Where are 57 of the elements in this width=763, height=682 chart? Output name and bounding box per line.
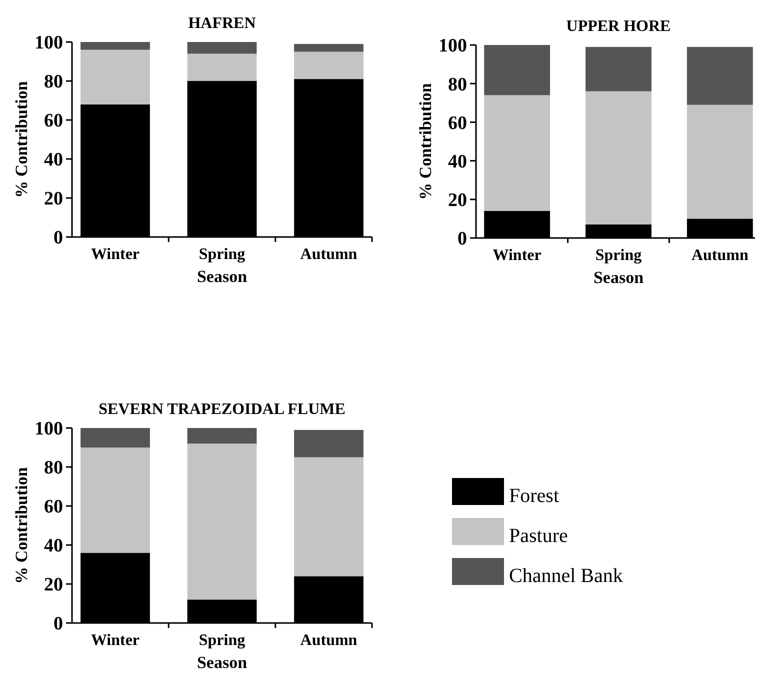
bar (80, 448, 150, 553)
bar (80, 42, 150, 50)
legend-label: Forest (509, 485, 560, 507)
bar (80, 50, 150, 104)
y-tick-label: 0 (458, 228, 467, 250)
x-tick-label: Autumn (300, 246, 358, 263)
chart-title: HAFREN (188, 15, 256, 32)
y-tick-label: 40 (448, 151, 467, 172)
bar (484, 45, 550, 96)
bar (586, 46, 652, 92)
bar (294, 44, 364, 52)
bar (294, 457, 364, 576)
x-tick-label: Autumn (691, 247, 748, 264)
bar (294, 52, 364, 80)
bar (187, 42, 257, 54)
y-tick-label: 60 (448, 112, 467, 134)
bar (80, 428, 150, 448)
y-tick-label: 20 (44, 188, 63, 210)
y-tick-label: 20 (448, 190, 467, 212)
bar (586, 91, 652, 224)
y-tick-label: 60 (44, 110, 63, 132)
x-axis-title: Season (196, 267, 248, 286)
x-tick-label: Spring (198, 632, 246, 649)
bar (294, 430, 364, 458)
y-tick-label: 100 (34, 32, 63, 54)
bar (187, 54, 257, 81)
legend-label: Pasture (509, 525, 568, 547)
x-tick-label: Spring (198, 246, 246, 263)
x-tick-label: Spring (595, 247, 642, 264)
x-tick-label: Winter (90, 632, 140, 649)
y-axis-title: % Contribution (416, 82, 435, 200)
y-tick-label: 0 (54, 614, 63, 635)
y-tick-label: 60 (44, 496, 63, 518)
y-tick-label: 80 (44, 72, 63, 93)
y-tick-label: 80 (44, 458, 63, 479)
y-axis-title: % Contribution (12, 80, 31, 198)
bar (686, 46, 753, 105)
bar (187, 444, 257, 600)
chart-title: UPPER HORE (566, 18, 671, 35)
y-tick-label: 100 (438, 36, 467, 57)
y-tick-label: 20 (44, 574, 63, 596)
x-tick-label: Winter (90, 246, 140, 263)
legend-label: Channel Bank (509, 565, 623, 587)
y-tick-label: 100 (34, 418, 63, 440)
y-tick-label: 80 (448, 74, 467, 96)
bar (484, 95, 550, 211)
y-tick-label: 40 (44, 536, 63, 557)
y-tick-label: 40 (44, 150, 63, 171)
bar (187, 428, 257, 444)
x-axis-title: Season (593, 268, 644, 287)
y-tick-label: 0 (54, 228, 63, 249)
chart-title: SEVERN TRAPEZOIDAL FLUME (98, 401, 346, 418)
y-axis-title: % Contribution (12, 466, 31, 584)
x-axis-title: Season (196, 653, 248, 672)
x-tick-label: Winter (492, 247, 542, 264)
x-tick-label: Autumn (300, 632, 358, 649)
bar (686, 104, 753, 219)
